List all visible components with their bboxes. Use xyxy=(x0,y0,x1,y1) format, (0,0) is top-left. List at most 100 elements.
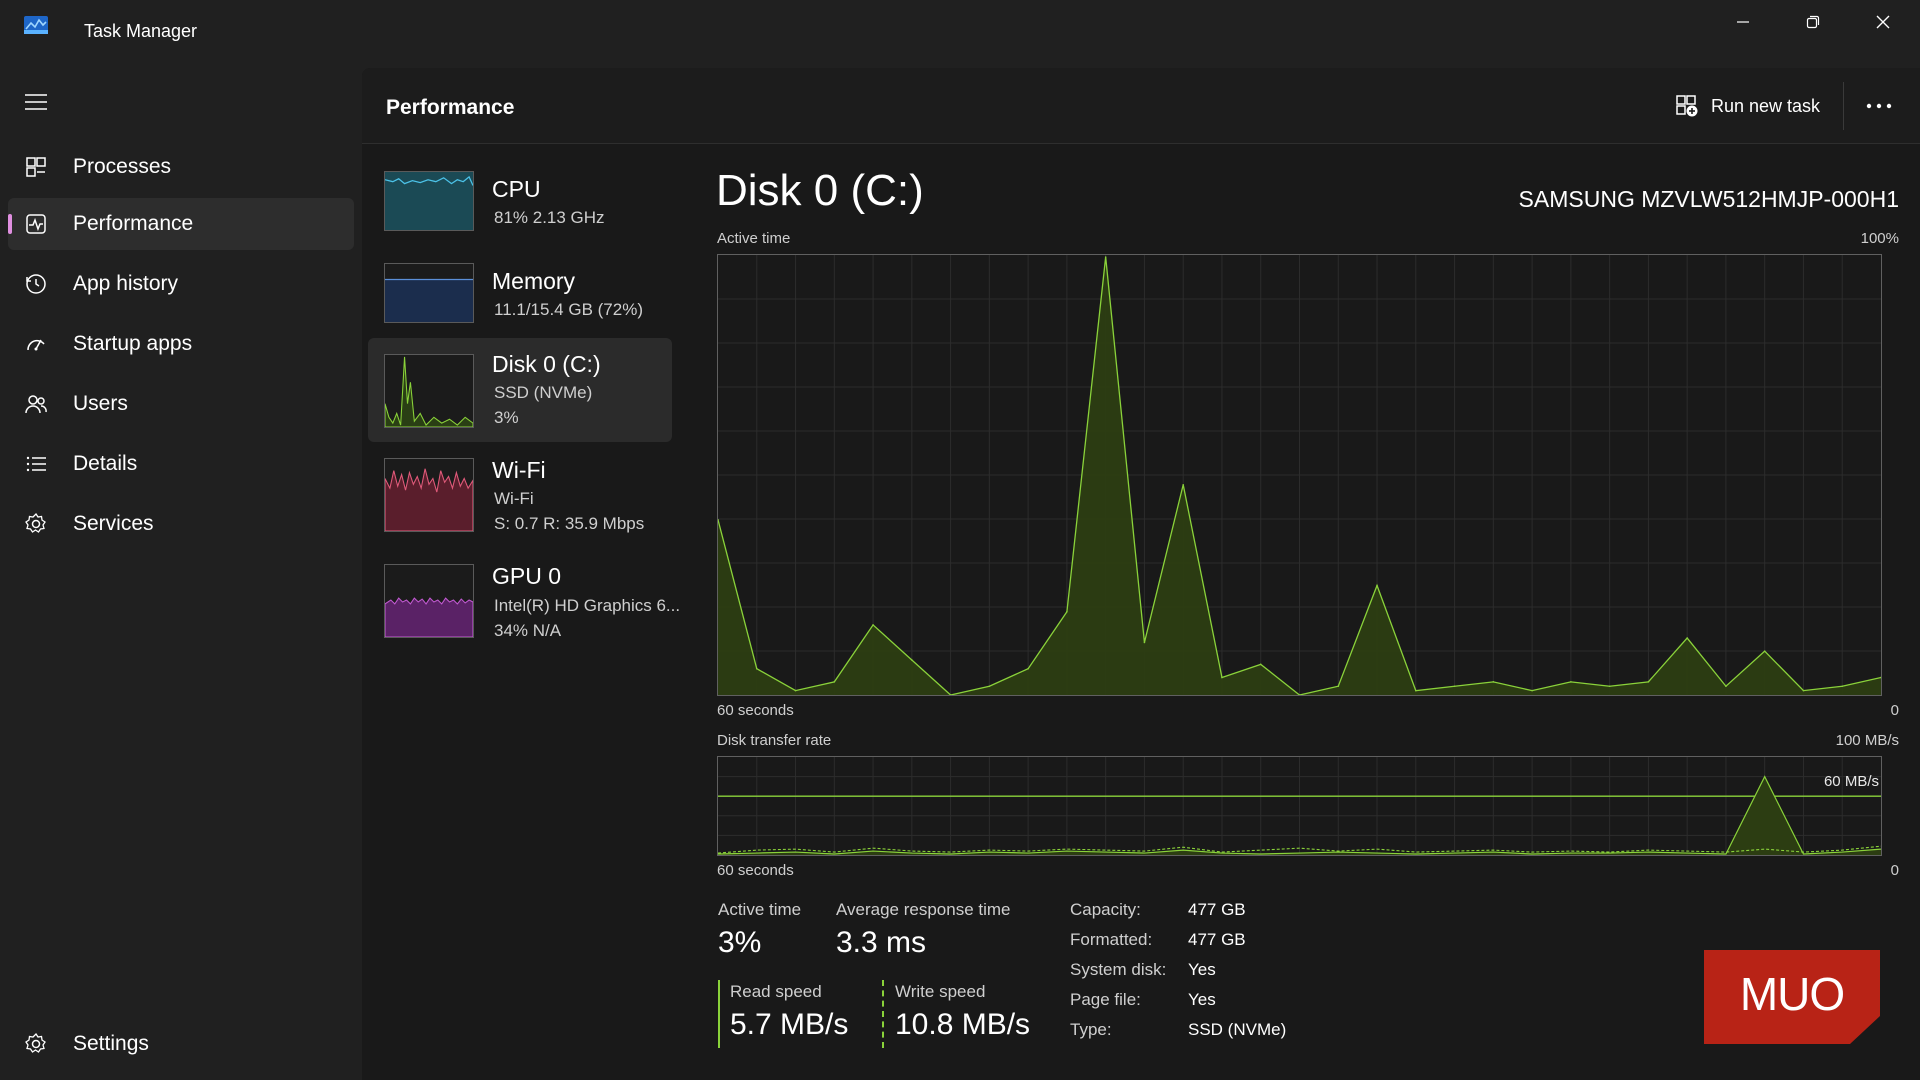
active-time-graph-max: 100% xyxy=(1860,230,1899,247)
average-response-time-label: Average response time xyxy=(836,900,1011,919)
active-time-point xyxy=(1841,685,1844,688)
transfer-rate-graph: 60 MB/s xyxy=(717,756,1882,856)
window-title: Task Manager xyxy=(84,21,198,41)
write-speed-line xyxy=(718,845,1881,854)
run-new-task-label: Run new task xyxy=(1711,95,1821,116)
active-time-point xyxy=(1570,681,1572,683)
sidebar-item-app-history[interactable]: App history xyxy=(8,258,354,310)
active-time-point xyxy=(1415,689,1417,692)
resource-value: S: 0.7 R: 35.9 Mbps xyxy=(494,514,645,533)
active-time-point xyxy=(1725,685,1727,688)
settings-button[interactable]: Settings xyxy=(8,1018,354,1070)
resource-title: CPU xyxy=(492,176,541,202)
performance-icon xyxy=(26,214,46,234)
active-time-point xyxy=(872,624,874,626)
active-time-point xyxy=(1182,483,1184,486)
sidebar-item-label: Startup apps xyxy=(73,332,193,355)
active-time-point xyxy=(1337,685,1340,688)
active-time-point xyxy=(1259,663,1262,666)
sidebar-item-details[interactable]: Details xyxy=(8,438,354,490)
average-response-time-value: 3.3 ms xyxy=(836,926,927,959)
sidebar-item-services[interactable]: Services xyxy=(8,498,354,550)
active-time-point xyxy=(1221,676,1223,679)
active-time-point xyxy=(718,519,719,521)
active-time-point xyxy=(1027,667,1029,670)
startup-apps-icon xyxy=(27,339,45,351)
capacity-value: 477 GB xyxy=(1188,900,1246,919)
close-button[interactable] xyxy=(1848,0,1918,44)
minimize-icon xyxy=(1737,21,1749,23)
transfer-rate-chart xyxy=(718,757,1881,855)
hamburger-menu-icon[interactable] xyxy=(24,92,48,112)
transfer-rate-graph-min: 0 xyxy=(1890,862,1899,879)
active-time-graph-label: Active time xyxy=(717,230,791,247)
resource-subtitle: 11.1/15.4 GB (72%) xyxy=(494,300,643,319)
processes-icon xyxy=(26,157,46,177)
sidebar-item-processes[interactable]: Processes xyxy=(8,141,354,193)
reference-line-label: 60 MB/s xyxy=(1823,773,1879,790)
system-disk-key: System disk: xyxy=(1070,960,1167,979)
resource-item-disk[interactable]: Disk 0 (C:) SSD (NVMe) 3% xyxy=(368,338,672,442)
app-history-icon xyxy=(26,274,46,294)
sidebar: Processes Performance App history Startu… xyxy=(0,64,362,1080)
resource-title: Memory xyxy=(492,268,576,294)
active-time-graph-duration: 60 seconds xyxy=(717,702,794,719)
cpu-thumbnail-graph xyxy=(384,171,474,231)
resource-value: 34% N/A xyxy=(494,621,562,640)
sidebar-item-startup-apps[interactable]: Startup apps xyxy=(8,318,354,370)
resource-item-cpu[interactable]: CPU 81% 2.13 GHz xyxy=(368,158,672,246)
type-value: SSD (NVMe) xyxy=(1188,1020,1287,1039)
resource-item-wifi[interactable]: Wi-Fi Wi-Fi S: 0.7 R: 35.9 Mbps xyxy=(368,444,672,546)
type-key: Type: xyxy=(1070,1020,1112,1039)
restore-button[interactable] xyxy=(1778,0,1848,44)
resource-title: Wi-Fi xyxy=(492,457,546,483)
restore-icon xyxy=(1806,15,1820,29)
disk-model-name: SAMSUNG MZVLW512HMJP-000H1 xyxy=(1518,186,1899,212)
page-header: Performance Run new task xyxy=(362,68,1920,144)
active-time-point xyxy=(1104,256,1107,258)
sidebar-item-users[interactable]: Users xyxy=(8,378,354,430)
title-bar: Task Manager xyxy=(0,0,1920,64)
resource-subtitle: Wi-Fi xyxy=(494,489,534,508)
read-speed-area xyxy=(718,776,1881,855)
write-speed-value: 10.8 MB/s xyxy=(895,1008,1031,1041)
capacity-key: Capacity: xyxy=(1070,900,1141,919)
active-time-point xyxy=(1143,641,1146,644)
resource-subtitle: SSD (NVMe) xyxy=(494,383,593,402)
active-time-point xyxy=(1686,637,1688,639)
read-speed-line xyxy=(718,775,1881,855)
transfer-rate-graph-duration: 60 seconds xyxy=(717,862,794,879)
muo-watermark-logo: MUO xyxy=(1704,950,1880,1044)
close-icon xyxy=(1876,15,1890,29)
sidebar-item-label: Processes xyxy=(73,155,172,178)
page-file-value: Yes xyxy=(1188,990,1216,1009)
active-time-point xyxy=(833,681,836,683)
page-title: Performance xyxy=(386,96,515,119)
active-time-point xyxy=(1763,650,1766,652)
minimize-button[interactable] xyxy=(1708,0,1778,44)
active-time-value: 3% xyxy=(718,926,762,959)
disk-thumbnail-graph xyxy=(384,354,474,428)
active-time-point xyxy=(794,689,797,692)
sidebar-item-performance[interactable]: Performance xyxy=(8,198,354,250)
system-disk-value: Yes xyxy=(1188,960,1216,979)
resource-item-gpu[interactable]: GPU 0 Intel(R) HD Graphics 6... 34% N/A xyxy=(368,548,680,650)
active-time-point xyxy=(1453,685,1456,688)
settings-label: Settings xyxy=(73,1032,149,1055)
resource-item-memory[interactable]: Memory 11.1/15.4 GB (72%) xyxy=(368,248,672,336)
more-options-button[interactable] xyxy=(1859,90,1899,122)
active-time-point xyxy=(1531,689,1533,692)
users-icon xyxy=(25,395,47,414)
run-new-task-button[interactable]: Run new task xyxy=(1675,90,1820,122)
run-new-task-icon xyxy=(1676,95,1698,117)
resource-subtitle: 81% 2.13 GHz xyxy=(494,208,605,227)
active-time-point xyxy=(1066,610,1068,613)
active-time-point xyxy=(1492,681,1495,683)
active-time-point xyxy=(949,694,952,695)
formatted-value: 477 GB xyxy=(1188,930,1246,949)
active-time-graph-min: 0 xyxy=(1890,702,1899,719)
active-time-chart xyxy=(718,255,1881,695)
sidebar-item-label: Details xyxy=(73,452,138,475)
memory-thumbnail-graph xyxy=(384,263,474,323)
main-panel: Performance Run new task xyxy=(362,68,1920,1080)
